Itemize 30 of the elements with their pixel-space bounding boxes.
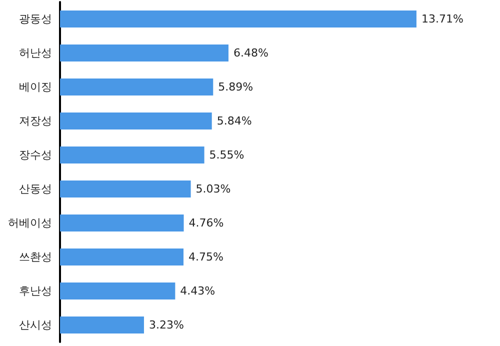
data-label: 5.89% [218, 80, 254, 94]
bar [60, 78, 214, 96]
data-label: 13.71% [421, 12, 464, 26]
y-tick-label: 산동성 [19, 182, 52, 196]
data-label: 5.84% [216, 114, 252, 128]
data-label: 5.55% [209, 148, 244, 162]
data-label: 4.76% [188, 216, 224, 230]
y-tick-label: 광동성 [19, 12, 52, 26]
bar [60, 248, 184, 266]
bar [60, 282, 176, 300]
y-tick-label: 허베이성 [8, 216, 52, 230]
y-tick-label: 베이징 [19, 80, 52, 94]
y-tick-label: 쓰촨성 [19, 250, 52, 264]
data-label: 5.03% [196, 182, 231, 196]
bar [60, 146, 204, 164]
bar [60, 180, 191, 198]
y-tick-label: 허난성 [19, 46, 52, 60]
data-label: 3.23% [148, 318, 184, 332]
y-tick-label: 산시성 [19, 318, 52, 332]
y-tick-label: 후난성 [19, 284, 52, 298]
bar [60, 112, 212, 130]
bar [60, 214, 184, 232]
bar [60, 316, 144, 334]
bar [60, 10, 416, 28]
y-tick-label: 장수성 [19, 148, 52, 162]
y-tick-label: 져장성 [19, 114, 52, 128]
data-label: 4.43% [180, 284, 216, 298]
data-label: 4.75% [188, 250, 224, 264]
bar [60, 44, 228, 62]
data-label: 6.48% [233, 46, 268, 60]
